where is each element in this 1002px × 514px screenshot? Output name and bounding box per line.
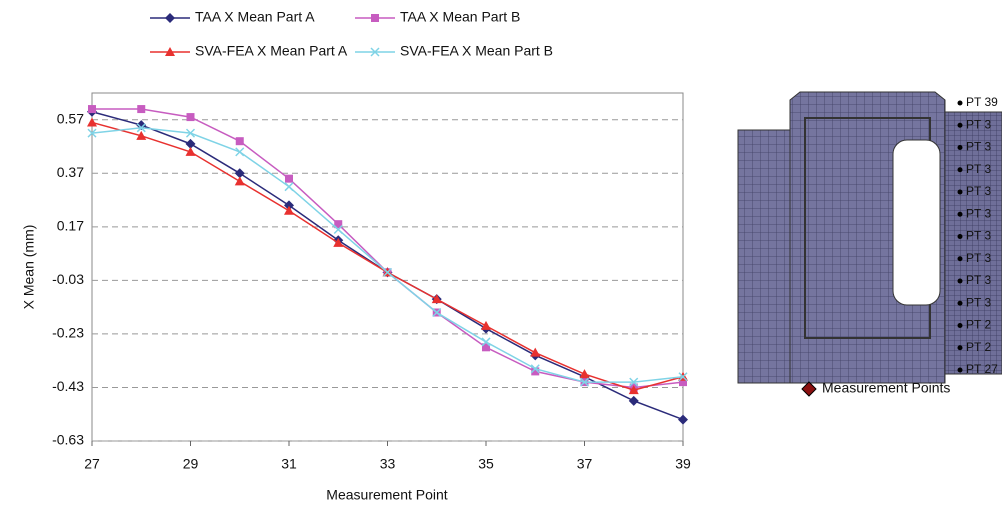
y-axis-title: X Mean (mm) — [21, 225, 37, 310]
y-tick-label: -0.03 — [52, 271, 84, 287]
measurement-point — [958, 323, 963, 328]
marker — [88, 105, 96, 113]
measurement-point — [958, 212, 963, 217]
point-label: PT 3 — [966, 117, 991, 131]
measurement-point — [958, 368, 963, 373]
point-label: PT 2 — [966, 318, 991, 332]
point-label: PT 3 — [966, 251, 991, 265]
marker — [187, 113, 195, 121]
y-tick-label: 0.37 — [57, 164, 84, 180]
y-tick-label: 0.17 — [57, 218, 84, 234]
legend-marker — [371, 14, 379, 22]
marker — [137, 105, 145, 113]
x-tick-label: 31 — [281, 456, 297, 472]
plot — [92, 93, 683, 441]
mesh-plate — [738, 130, 798, 383]
measurement-point — [958, 345, 963, 350]
y-tick-label: -0.23 — [52, 325, 84, 341]
marker — [285, 175, 293, 183]
legend-label: TAA X Mean Part B — [400, 9, 520, 25]
measurement-point — [958, 123, 963, 128]
measurement-point — [958, 256, 963, 261]
measurement-point — [958, 279, 963, 284]
point-label: PT 3 — [966, 206, 991, 220]
point-label: PT 2 — [966, 340, 991, 354]
y-tick-label: -0.63 — [52, 432, 84, 448]
x-tick-label: 39 — [675, 456, 691, 472]
x-tick-label: 37 — [577, 456, 593, 472]
point-label: PT 3 — [966, 184, 991, 198]
legend-marker — [802, 382, 816, 396]
legend-label: SVA-FEA X Mean Part B — [400, 43, 553, 59]
x-tick-label: 29 — [183, 456, 199, 472]
x-tick-label: 27 — [84, 456, 100, 472]
legend-label: TAA X Mean Part A — [195, 9, 315, 25]
x-tick-label: 35 — [478, 456, 494, 472]
x-axis-title: Measurement Point — [326, 487, 448, 503]
point-label: PT 3 — [966, 162, 991, 176]
point-label: PT 27 — [966, 362, 998, 376]
marker — [236, 137, 244, 145]
mesh-hole — [893, 140, 940, 305]
x-tick-label: 33 — [380, 456, 396, 472]
legend-marker — [165, 13, 175, 23]
point-label: PT 39 — [966, 95, 998, 109]
point-label: PT 3 — [966, 295, 991, 309]
point-label: PT 3 — [966, 140, 991, 154]
measurement-point — [958, 145, 963, 150]
fea-figure: Measurement Points — [738, 92, 1002, 396]
measurement-point — [958, 167, 963, 172]
point-label: PT 3 — [966, 229, 991, 243]
plot-frame — [92, 93, 683, 441]
y-tick-label: -0.43 — [52, 378, 84, 394]
legend-label: SVA-FEA X Mean Part A — [195, 43, 348, 59]
measurement-point — [958, 101, 963, 106]
point-label: PT 3 — [966, 273, 991, 287]
measurement-point — [958, 190, 963, 195]
y-tick-label: 0.57 — [57, 110, 84, 126]
measurement-point — [958, 301, 963, 306]
measurement-point — [958, 234, 963, 239]
figure-legend: Measurement Points — [822, 380, 950, 396]
page: X Mean (mm) Measurement Point Measuremen… — [0, 0, 1002, 509]
